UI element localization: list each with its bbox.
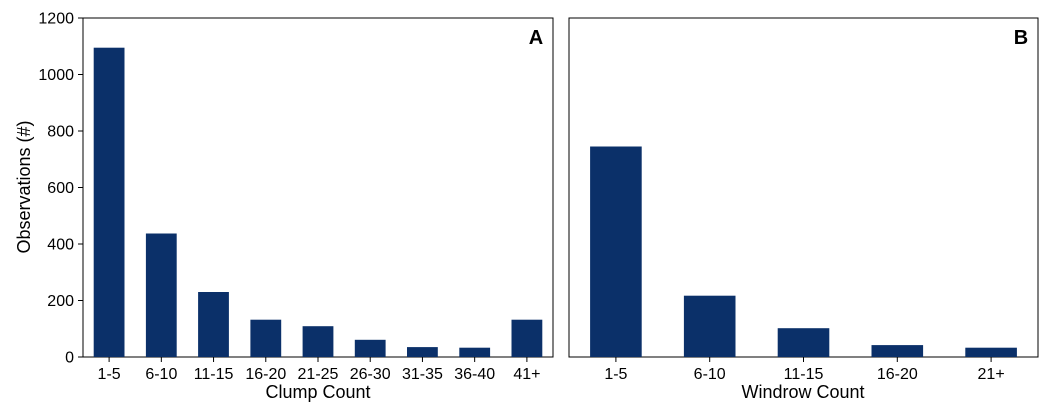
panel-a-y-ticks: 0 200 400 600 800 1000 1200	[38, 11, 83, 367]
panel-a-x-tick-label: 41+	[513, 366, 540, 383]
panel-a-x-tick-label: 16-20	[245, 366, 286, 383]
panel-a-y-tick-label: 0	[65, 350, 74, 367]
panel-a-x-tick-label: 1-5	[98, 366, 121, 383]
panel-b-x-axis-title: Windrow Count	[741, 382, 864, 402]
panel-a-y-tick-label: 800	[47, 124, 74, 141]
panel-a-x-tick-label: 26-30	[350, 366, 391, 383]
panel-b-bar-21+	[965, 347, 1017, 357]
panel-a-bar-16-20	[250, 319, 282, 357]
panel-a-x-axis-title: Clump Count	[265, 382, 370, 402]
panel-a: 0 200 400 600 800 1000 1200 1-5 6-10 11-15 16-20 2…	[38, 11, 554, 402]
panel-a-bars	[93, 47, 543, 357]
panel-b-x-tick-label: 11-15	[784, 366, 824, 383]
panel-a-x-tick-label: 21-25	[298, 366, 339, 383]
panel-a-bar-6-10	[145, 233, 177, 357]
panel-b: 1-5 6-10 11-15 16-20 21+ B Windrow Count	[568, 17, 1039, 402]
panel-b-bar-1-5	[590, 146, 642, 357]
panel-a-bar-26-30	[354, 339, 386, 357]
panel-b-bar-11-15	[777, 328, 830, 357]
panel-a-letter: A	[529, 27, 543, 49]
panel-a-bar-31-35	[407, 347, 438, 357]
panel-a-y-tick-label: 600	[47, 180, 74, 197]
panel-a-x-tick-label: 6-10	[145, 366, 177, 383]
panel-a-bar-41+	[511, 319, 543, 357]
panel-a-bar-36-40	[459, 347, 491, 357]
panel-a-x-tick-label: 36-40	[454, 366, 495, 383]
panel-b-bars	[590, 146, 1017, 357]
panel-a-bar-21-25	[302, 326, 334, 357]
panel-a-x-ticks: 1-5 6-10 11-15 16-20 21-25 26-30 31-35 36-40 41+	[98, 357, 540, 383]
panel-b-x-tick-label: 16-20	[877, 366, 918, 383]
panel-b-x-tick-label: 6-10	[694, 366, 726, 383]
panel-a-x-tick-label: 31-35	[402, 366, 443, 383]
panel-b-bar-16-20	[871, 345, 924, 357]
panel-a-y-tick-label: 400	[47, 237, 74, 254]
panel-a-y-tick-label: 1000	[38, 67, 74, 84]
panel-a-x-tick-label: 11-15	[194, 366, 234, 383]
panel-a-bar-1-5	[93, 47, 125, 357]
panel-b-x-tick-label: 21+	[978, 366, 1005, 383]
panel-b-x-tick-label: 1-5	[604, 366, 627, 383]
panel-a-bar-11-15	[198, 292, 229, 357]
panel-b-bar-6-10	[683, 295, 736, 357]
panel-b-letter: B	[1014, 27, 1028, 49]
panel-a-y-tick-label: 1200	[38, 11, 74, 28]
panel-b-x-ticks: 1-5 6-10 11-15 16-20 21+	[604, 357, 1005, 383]
panel-a-y-tick-label: 200	[47, 293, 74, 310]
y-axis-title: Observations (#)	[14, 120, 34, 253]
